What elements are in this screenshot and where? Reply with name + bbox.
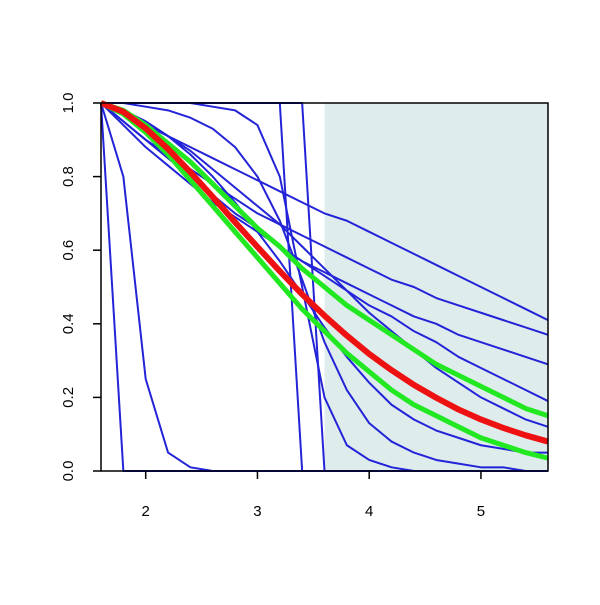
y-tick-label: 0.2 <box>60 387 77 408</box>
x-tick-label: 4 <box>365 503 373 520</box>
y-tick-label: 0.6 <box>60 240 77 261</box>
x-tick-label: 5 <box>477 503 485 520</box>
y-tick-label: 0.0 <box>60 461 77 482</box>
shaded-region <box>324 103 548 471</box>
plot-frame <box>100 102 549 472</box>
series-line <box>99 100 549 445</box>
y-tick-label: 0.4 <box>60 313 77 334</box>
series-line <box>101 102 548 472</box>
series-line <box>100 102 549 366</box>
y-tick-label: 0.8 <box>60 166 77 187</box>
series-line <box>100 102 549 322</box>
x-tick-label: 2 <box>142 503 150 520</box>
series-line <box>99 100 549 461</box>
y-tick-label: 1.0 <box>60 93 77 114</box>
x-tick-label: 3 <box>253 503 261 520</box>
series-line <box>100 100 549 419</box>
series-line <box>100 102 548 454</box>
